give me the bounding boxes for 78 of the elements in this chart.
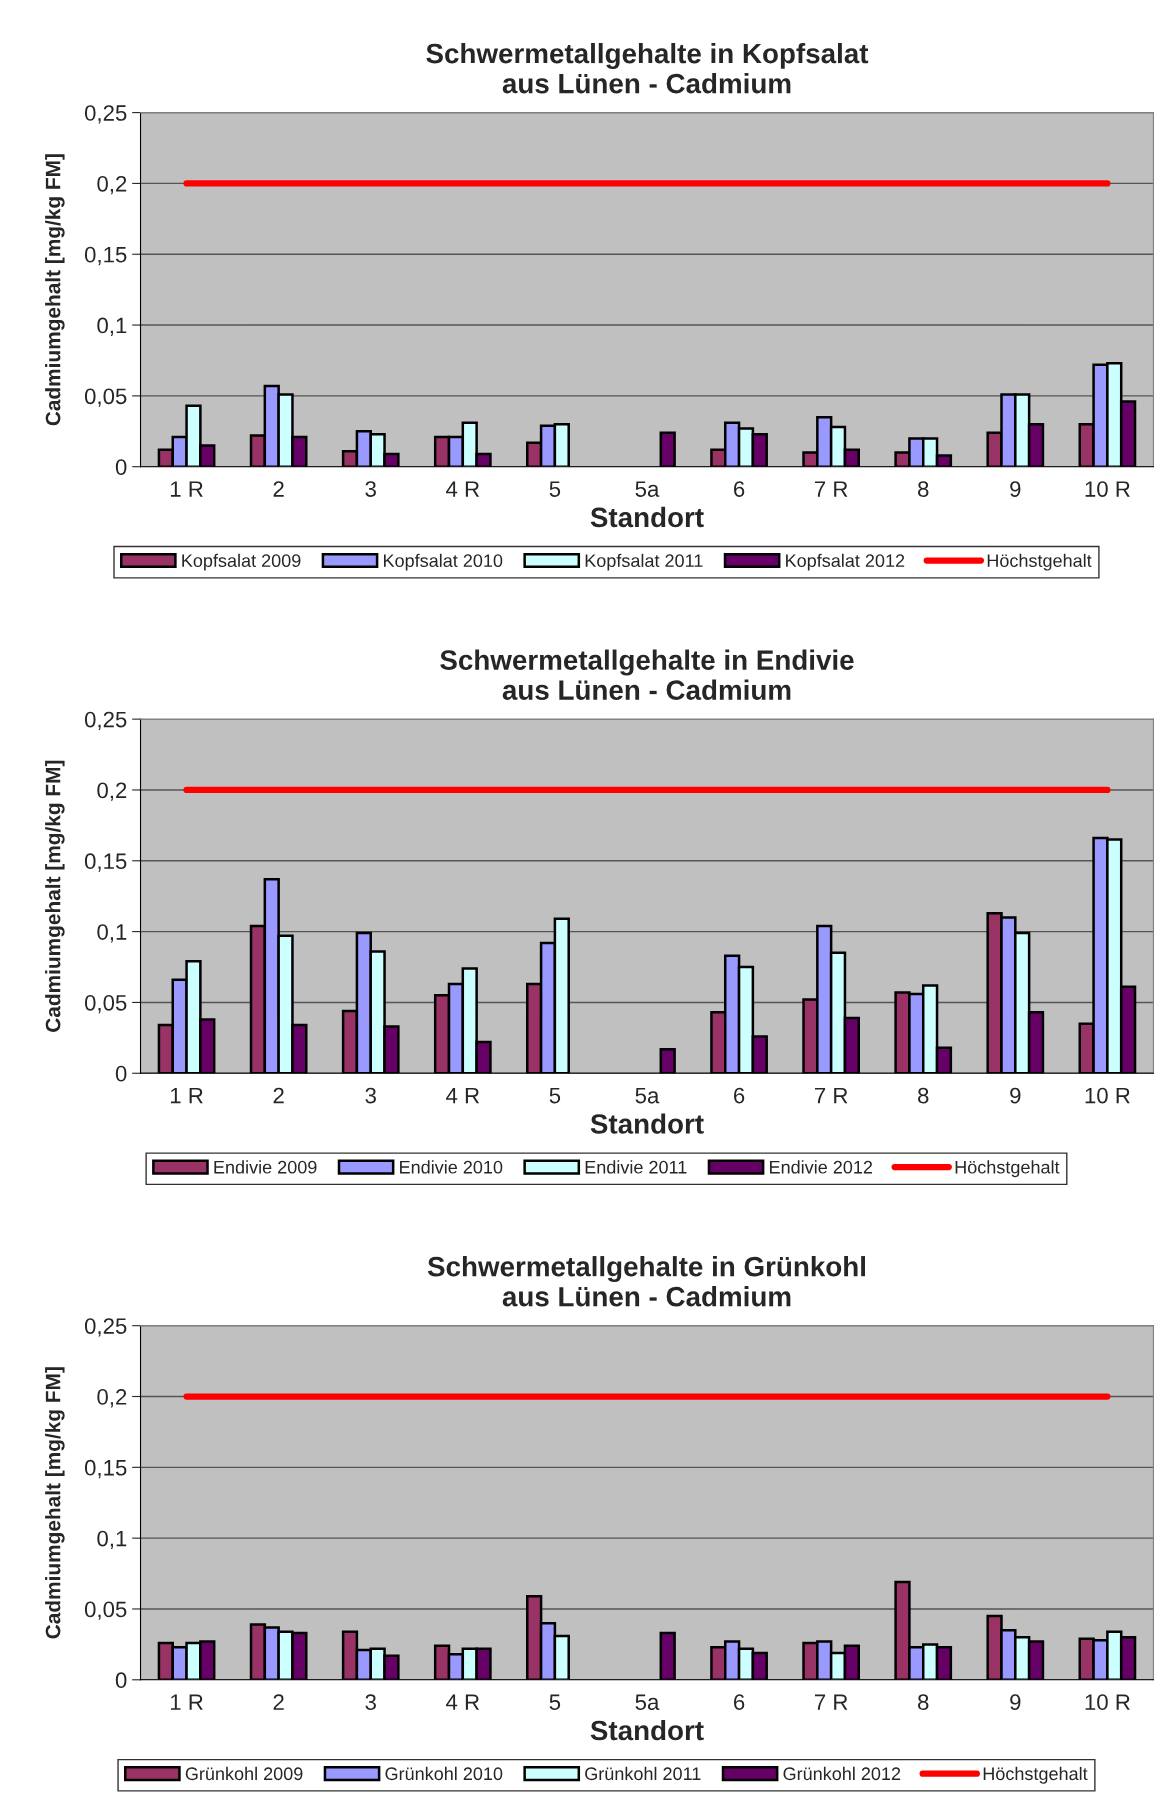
x-tick-label: 1 R: [170, 1087, 203, 1104]
x-tick-label: 9: [1010, 481, 1021, 497]
x-axis-title: Standort: [590, 1719, 704, 1741]
y-tick-label: 0,25: [84, 105, 127, 124]
x-tick-label: 6: [734, 1087, 745, 1104]
x-tick-label: 3: [365, 1087, 376, 1104]
bar: [659, 431, 676, 467]
x-tick-label: 5a: [635, 1087, 660, 1104]
y-tick-label: 0,1: [97, 1530, 127, 1550]
legend-label: Endivie 2012: [770, 1160, 873, 1174]
y-tick-label: 0,15: [84, 853, 127, 872]
x-tick-label: 9: [1010, 1694, 1021, 1711]
chart-title: Schwermetallgehalte in Endivie aus Lünen - Cadmium: [440, 649, 854, 700]
y-tick-label: 0,25: [84, 1318, 127, 1337]
y-tick-label: 0: [115, 1672, 127, 1689]
y-tick-label: 0,2: [97, 1389, 127, 1408]
x-tick-label: 2: [273, 481, 284, 497]
x-tick-label: 2: [273, 1694, 284, 1710]
y-tick-label: 0,05: [84, 388, 127, 407]
y-axis-title: Cadmiumgehalt [mg/kg FM]: [45, 760, 65, 1032]
legend-label: Kopfsalat 2012: [786, 553, 905, 571]
legend-label: Höchstgehalt: [983, 1766, 1088, 1784]
y-tick-label: 0: [115, 459, 127, 475]
y-tick-label: 0,05: [84, 1601, 127, 1620]
x-tick-label: 3: [365, 481, 376, 497]
x-tick-label: 2: [273, 1087, 284, 1104]
x-tick-label: 10 R: [1085, 1087, 1130, 1104]
y-tick-label: 0,1: [97, 924, 127, 943]
x-axis-title: Standort: [590, 1113, 704, 1134]
legend-label: Grünkohl 2009: [185, 1766, 303, 1781]
x-tick-label: 4 R: [446, 1694, 480, 1710]
legend-label: Endivie 2010: [400, 1160, 503, 1174]
x-tick-label: 8: [918, 1694, 929, 1711]
x-axis-title: Standort: [590, 506, 704, 528]
legend-label: Grünkohl 2012: [783, 1766, 901, 1781]
legend-label: Endivie 2009: [214, 1160, 317, 1174]
x-tick-label: 10 R: [1085, 481, 1130, 497]
x-tick-label: 1 R: [170, 481, 203, 497]
chart-title: Schwermetallgehalte in Kopfsalat aus Lünen - Cadmium: [426, 42, 869, 94]
x-tick-label: 6: [734, 481, 745, 497]
legend-label: Höchstgehalt: [987, 553, 1092, 571]
x-tick-label: 5: [549, 481, 561, 497]
x-tick-label: 1 R: [170, 1694, 203, 1710]
y-tick-label: 0,1: [97, 317, 127, 336]
x-tick-label: 10 R: [1085, 1694, 1130, 1711]
legend-label: Kopfsalat 2009: [182, 553, 301, 571]
x-tick-label: 7 R: [814, 1694, 848, 1710]
x-tick-label: 4 R: [446, 1087, 480, 1104]
y-tick-label: 0,15: [84, 246, 127, 266]
chart-title: Schwermetallgehalte in Grünkohl aus Lünen - Cadmium: [427, 1256, 865, 1307]
x-tick-label: 8: [918, 481, 929, 497]
legend-label: Grünkohl 2010: [385, 1766, 503, 1781]
x-tick-label: 7 R: [814, 481, 848, 497]
y-tick-label: 0,25: [84, 711, 127, 731]
x-tick-label: 4 R: [446, 481, 480, 497]
x-tick-label: 5: [549, 1087, 561, 1104]
x-tick-label: 5: [549, 1694, 561, 1711]
legend-label: Kopfsalat 2011: [585, 553, 703, 571]
legend-label: Höchstgehalt: [955, 1160, 1060, 1178]
y-tick-label: 0: [115, 1065, 127, 1082]
x-tick-label: 5a: [635, 1694, 660, 1711]
y-tick-label: 0,2: [97, 782, 127, 801]
legend-label: Kopfsalat 2010: [384, 553, 503, 571]
bar: [659, 1047, 676, 1074]
x-tick-label: 8: [918, 1087, 929, 1104]
y-axis-title: Cadmiumgehalt [mg/kg FM]: [45, 154, 65, 426]
y-tick-label: 0,2: [97, 175, 127, 195]
legend-label: Endivie 2011: [585, 1160, 687, 1174]
x-tick-label: 5a: [635, 481, 660, 497]
y-tick-label: 0,15: [84, 1459, 127, 1479]
x-tick-label: 3: [365, 1694, 376, 1711]
legend-label: Grünkohl 2011: [585, 1766, 701, 1781]
y-tick-label: 0,05: [84, 994, 127, 1014]
x-tick-label: 6: [734, 1694, 745, 1711]
bar: [659, 1631, 676, 1680]
x-tick-label: 9: [1010, 1087, 1021, 1104]
y-axis-title: Cadmiumgehalt [mg/kg FM]: [45, 1367, 65, 1639]
x-tick-label: 7 R: [814, 1087, 848, 1104]
